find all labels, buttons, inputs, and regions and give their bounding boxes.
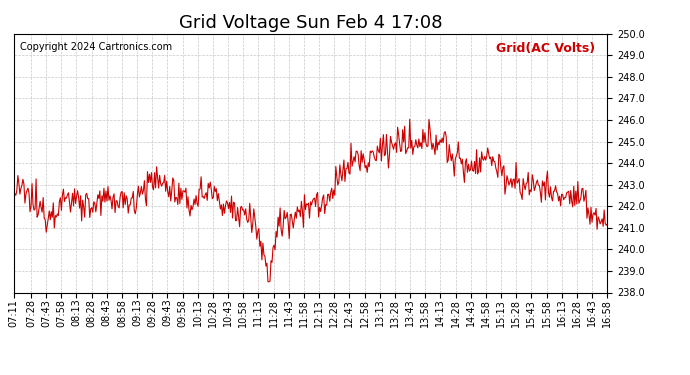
Text: Grid(AC Volts): Grid(AC Volts) (496, 42, 595, 54)
Text: Copyright 2024 Cartronics.com: Copyright 2024 Cartronics.com (20, 42, 172, 51)
Title: Grid Voltage Sun Feb 4 17:08: Grid Voltage Sun Feb 4 17:08 (179, 14, 442, 32)
